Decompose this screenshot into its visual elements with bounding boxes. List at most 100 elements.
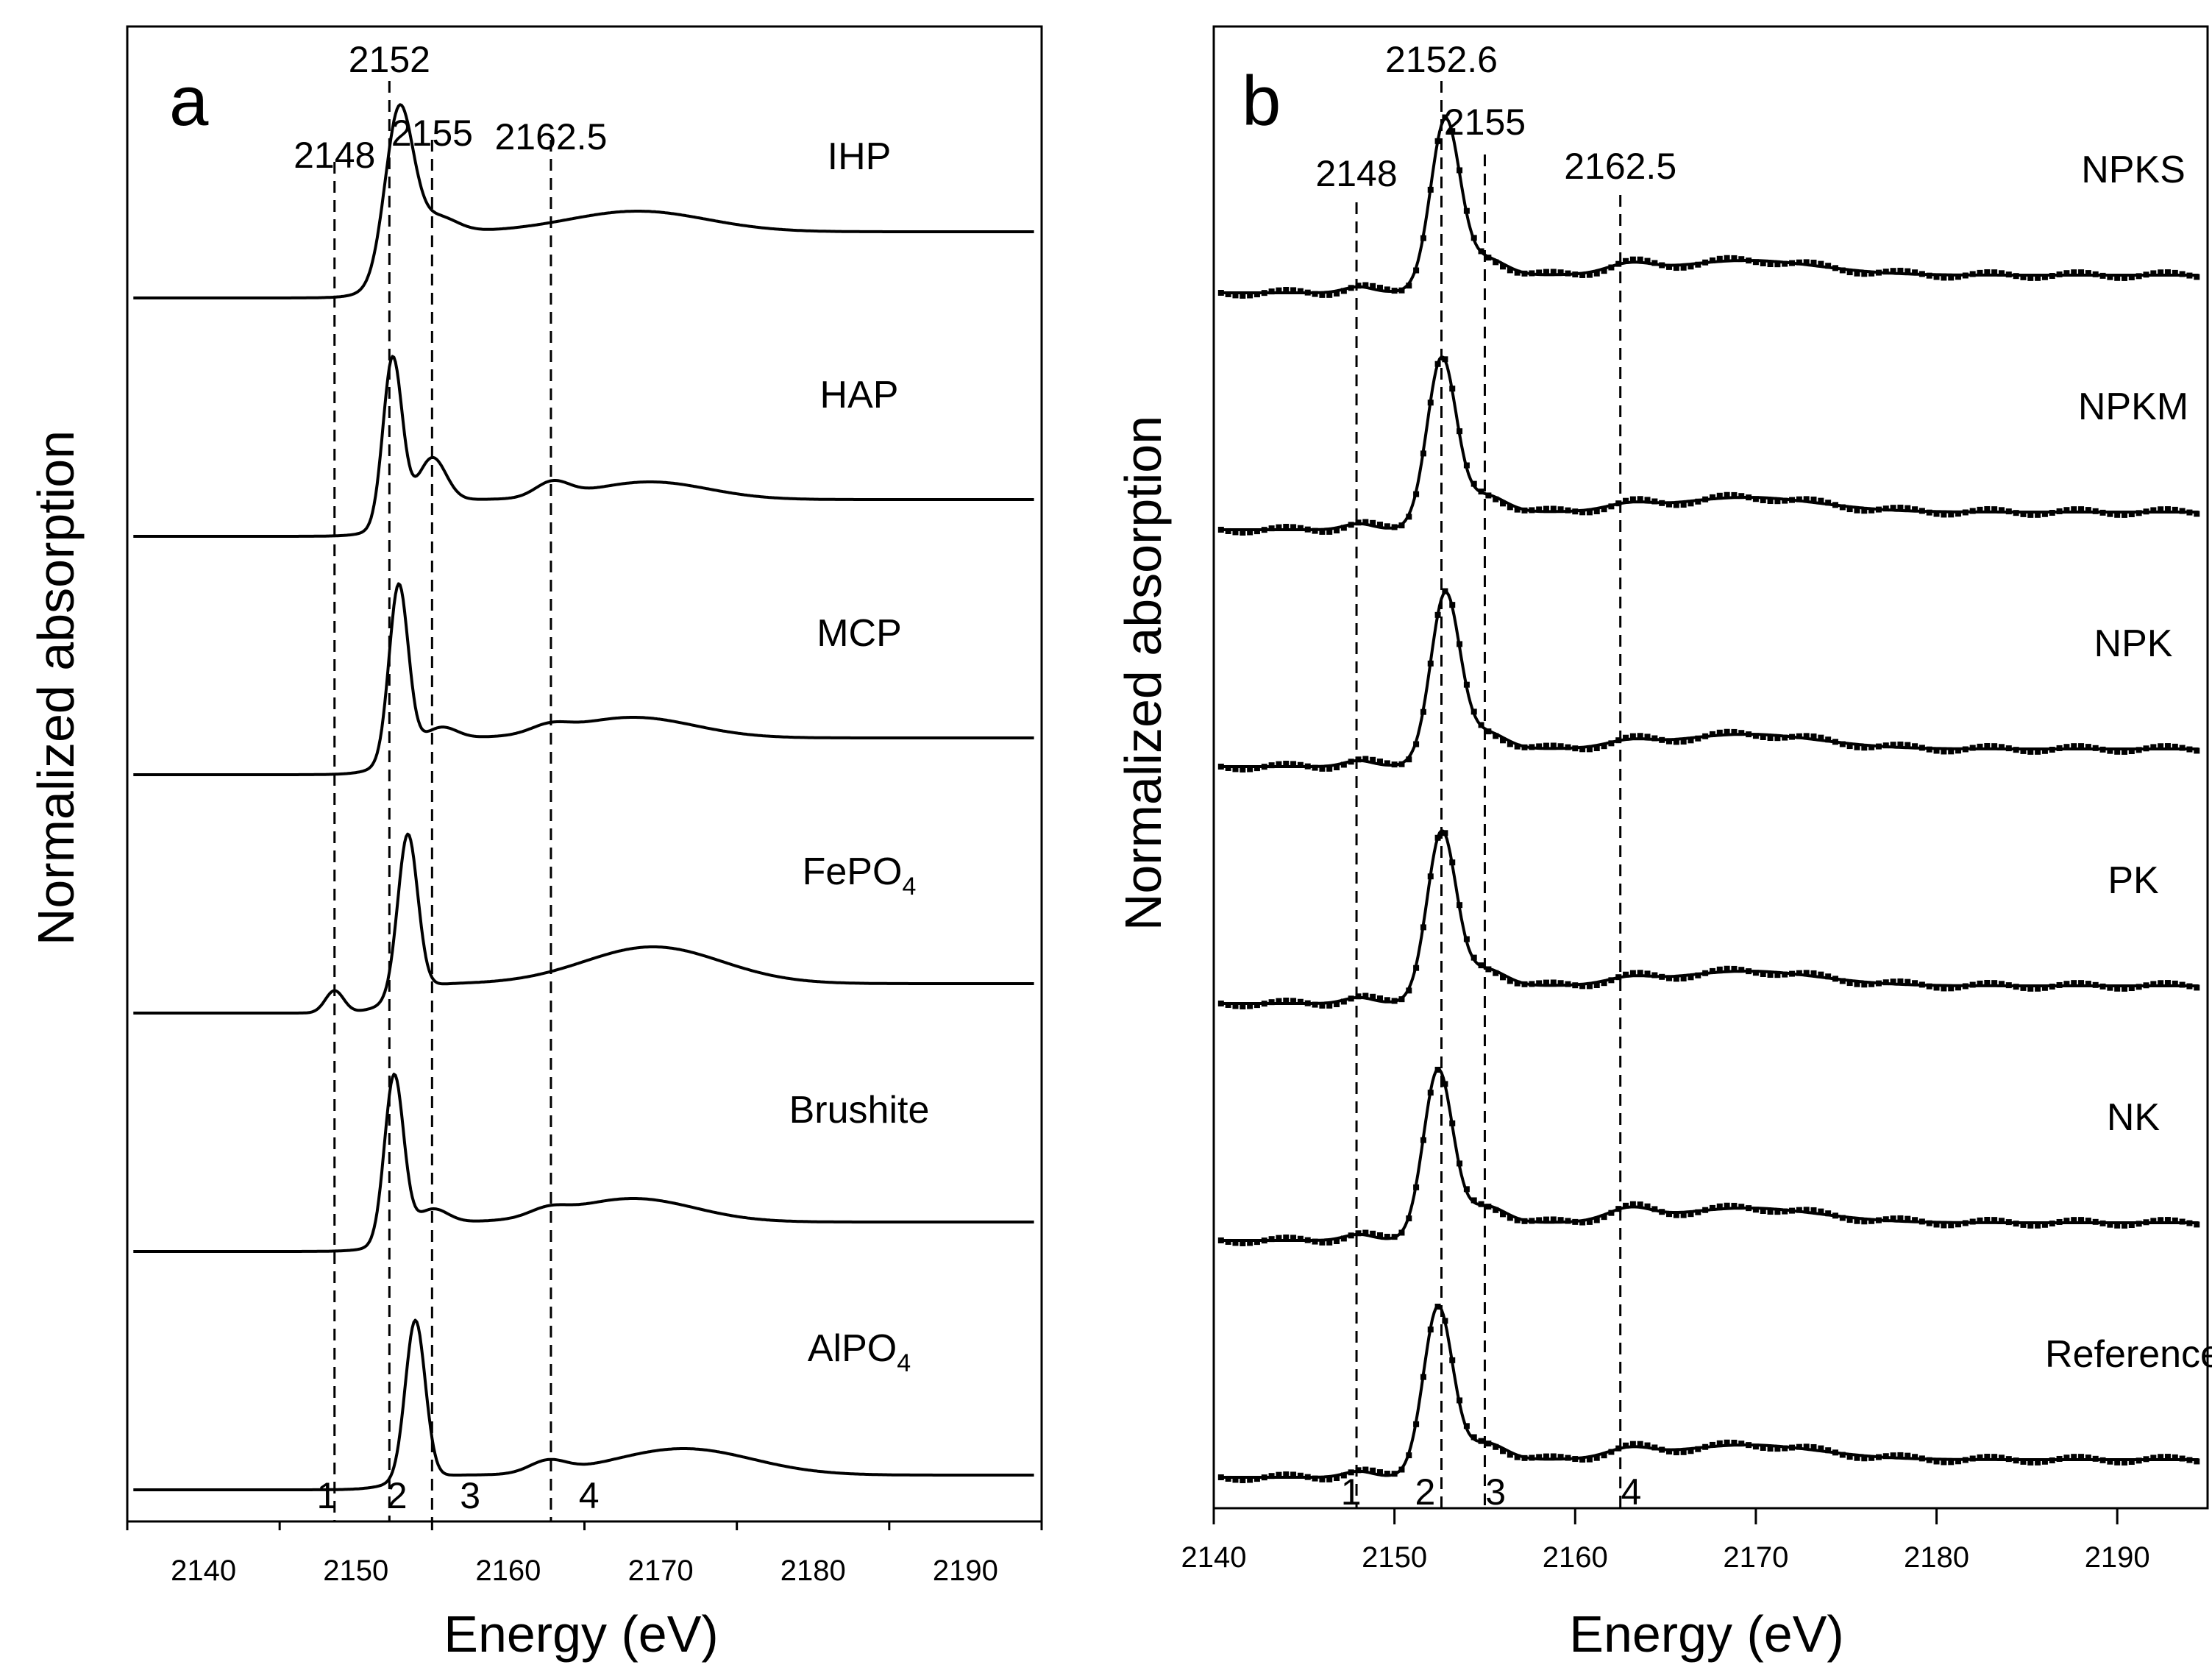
measured-point: [1846, 1217, 1853, 1223]
measured-point: [1905, 505, 1911, 511]
series-label: IHP: [828, 135, 892, 178]
measured-point: [2035, 1459, 2041, 1466]
measured-point: [1319, 765, 1326, 772]
measured-point: [1752, 733, 1759, 739]
measured-point: [2056, 1455, 2063, 1462]
measured-point: [1434, 834, 1441, 841]
measured-point: [2013, 273, 2019, 280]
measured-point: [1565, 507, 1571, 514]
measured-point: [1478, 248, 1484, 255]
measured-point: [1507, 504, 1513, 511]
measured-point: [1615, 260, 1622, 267]
measured-point: [1746, 1442, 1752, 1449]
measured-point: [2128, 1459, 2135, 1466]
measured-point: [1774, 1446, 1781, 1452]
series-label: NPK: [2094, 622, 2173, 665]
measured-point: [1434, 360, 1441, 367]
measured-point: [1839, 741, 1846, 747]
measured-point: [1355, 1467, 1362, 1474]
measured-point: [2063, 1218, 2070, 1224]
measured-point: [2135, 510, 2142, 516]
measured-point: [1623, 1202, 1629, 1209]
measured-point: [1760, 497, 1766, 503]
measured-point: [2135, 273, 2142, 280]
measured-point: [1370, 756, 1376, 763]
measured-point: [1543, 1453, 1549, 1460]
series-label: NPKS: [2081, 149, 2186, 191]
spectrum-line: [133, 1318, 1034, 1491]
measured-point: [1413, 1421, 1420, 1427]
measured-point: [1579, 983, 1586, 990]
measured-point: [1767, 735, 1774, 742]
measured-point: [1688, 1448, 1694, 1454]
measured-point: [2186, 509, 2193, 516]
measured-point: [1225, 1475, 1231, 1482]
measured-point: [1253, 1476, 1260, 1482]
measured-point: [1875, 980, 1882, 987]
measured-point: [1485, 1441, 1492, 1447]
measured-point: [2107, 984, 2113, 991]
measured-point: [2122, 748, 2128, 755]
measured-point: [2041, 511, 2048, 517]
measured-point: [1355, 1230, 1362, 1237]
measured-point: [1933, 511, 1940, 517]
measured-point: [2114, 274, 2121, 281]
measured-point: [1659, 973, 1665, 980]
measured-point: [1586, 746, 1593, 753]
measured-point: [1384, 760, 1390, 767]
measured-point: [1782, 1445, 1788, 1452]
measured-point: [1724, 728, 1730, 735]
measured-point: [1818, 1445, 1824, 1452]
measured-point: [1232, 1240, 1239, 1246]
measured-point: [2179, 745, 2186, 751]
measured-point: [2164, 506, 2171, 513]
measured-point: [1376, 995, 1383, 1002]
measured-point: [2150, 744, 2157, 750]
measured-point: [1861, 508, 1868, 514]
measured-point: [1731, 728, 1738, 735]
measured-point: [2027, 1222, 2034, 1229]
measured-point: [1493, 1207, 1499, 1213]
measured-point: [1478, 722, 1484, 728]
peak-energy-label: 2152: [349, 39, 430, 80]
measured-point: [1449, 859, 1456, 866]
measured-point: [1810, 1443, 1817, 1450]
measured-point: [1709, 257, 1715, 263]
measured-point: [1283, 1471, 1290, 1478]
measured-point: [1290, 287, 1297, 294]
measured-point: [2114, 1222, 2121, 1229]
measured-point: [1507, 267, 1513, 274]
measured-point: [2194, 984, 2200, 991]
peak-energy-label: 2148: [1315, 153, 1397, 194]
measured-point: [1637, 970, 1643, 976]
measured-point: [2164, 1217, 2171, 1223]
measured-point: [2172, 506, 2178, 513]
measured-point: [1572, 982, 1579, 989]
measured-point: [1767, 972, 1774, 978]
measured-point: [1232, 292, 1239, 299]
measured-point: [1760, 1207, 1766, 1214]
measured-point: [1868, 744, 1875, 750]
measured-point: [1290, 998, 1297, 1004]
measured-point: [2172, 1454, 2178, 1460]
measured-point: [1376, 522, 1383, 528]
measured-point: [2092, 1218, 2099, 1225]
measured-point: [1673, 502, 1679, 508]
measured-point: [1969, 981, 1976, 988]
region-number-label: 3: [1485, 1471, 1506, 1513]
measured-point: [1637, 733, 1643, 739]
measured-point: [1825, 500, 1832, 506]
measured-point: [1283, 998, 1290, 1004]
measured-point: [2005, 271, 2012, 278]
measured-point: [1297, 998, 1304, 1005]
measured-point: [2186, 983, 2193, 990]
measured-point: [1709, 494, 1715, 500]
measured-point: [2186, 1457, 2193, 1463]
measured-point: [1839, 504, 1846, 511]
measured-point: [1623, 971, 1629, 978]
measured-point: [1955, 747, 1962, 754]
measured-point: [2107, 747, 2113, 754]
measured-point: [1376, 759, 1383, 765]
y-axis-label: Normalized absorption: [27, 430, 85, 945]
